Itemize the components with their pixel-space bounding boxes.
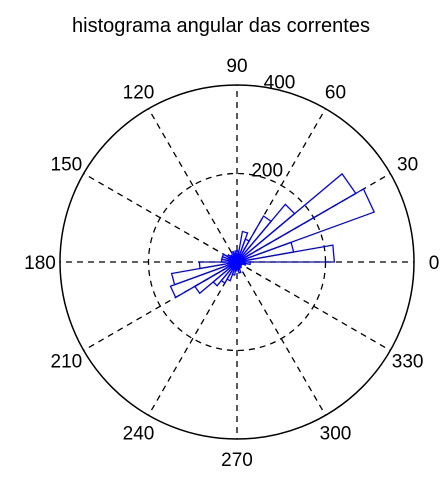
chart-title: histograma angular das correntes <box>72 15 370 37</box>
bar-355-deg <box>236 261 251 266</box>
angle-tick-270: 270 <box>221 450 253 471</box>
angle-tick-60: 60 <box>325 82 346 103</box>
angle-tick-90: 90 <box>226 56 247 77</box>
spoke-240 <box>147 261 238 416</box>
histogram-bars <box>169 172 376 299</box>
angle-tick-300: 300 <box>320 424 352 445</box>
angle-tick-330: 330 <box>392 352 424 373</box>
tick-labels: 0 30 60 90 120 150 180 210 240 270 300 330 200 400 <box>24 56 439 471</box>
angle-tick-0: 0 <box>429 253 440 274</box>
angle-tick-240: 240 <box>123 424 155 445</box>
spoke-120 <box>147 108 238 263</box>
angle-tick-150: 150 <box>51 155 83 176</box>
radial-tick-400: 400 <box>264 73 296 94</box>
angle-tick-120: 120 <box>123 82 155 103</box>
radial-tick-200: 200 <box>251 160 283 181</box>
angle-tick-30: 30 <box>397 155 418 176</box>
bar-55-deg <box>236 215 273 263</box>
angle-tick-180: 180 <box>24 253 56 274</box>
bar-35-deg <box>236 172 357 263</box>
outer-circle <box>59 84 415 440</box>
angle-tick-210: 210 <box>51 352 83 373</box>
bar-75-deg <box>236 230 249 263</box>
